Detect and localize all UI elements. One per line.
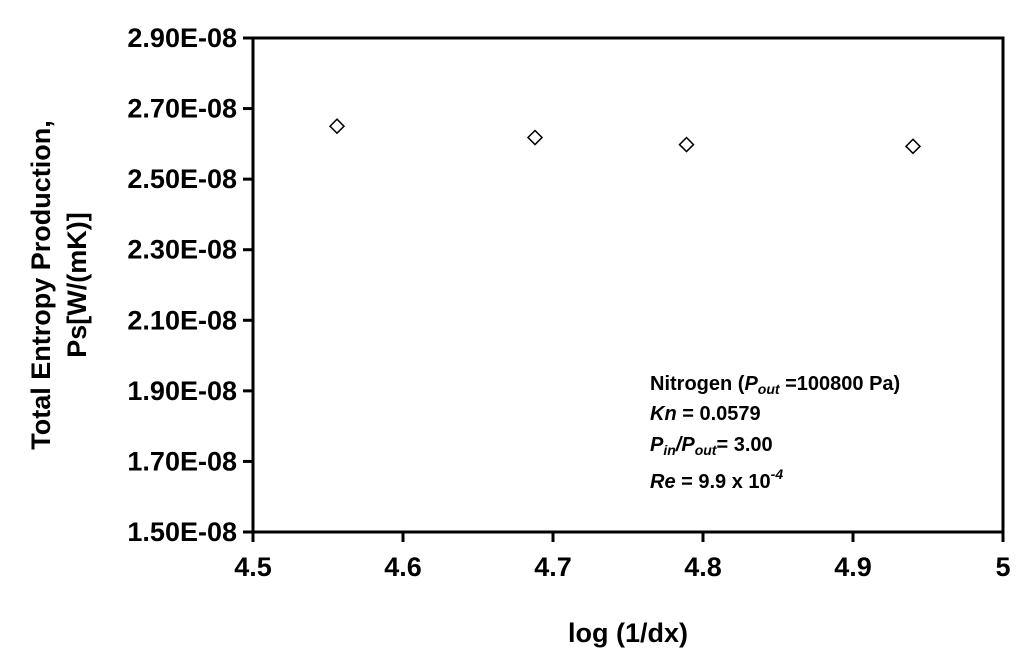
x-tick-label: 4.7 xyxy=(534,552,572,582)
x-tick-label: 5 xyxy=(995,552,1010,582)
x-tick-label: 4.6 xyxy=(384,552,422,582)
y-tick-label: 2.30E-08 xyxy=(127,235,237,265)
plot-area xyxy=(251,36,1005,534)
data-points xyxy=(328,118,922,155)
y-tick-label: 1.70E-08 xyxy=(127,446,237,476)
y-axis-title-line1: Total Entropy Production, xyxy=(26,120,56,449)
y-tick-label: 1.90E-08 xyxy=(127,376,237,406)
data-point xyxy=(328,118,346,135)
x-axis: 4.5 4.6 4.7 4.8 4.9 5 xyxy=(234,532,1011,582)
annotation-line-1: Nitrogen (Pout =100800 Pa) xyxy=(650,373,900,397)
y-tick-label: 2.50E-08 xyxy=(127,164,237,194)
data-point xyxy=(678,136,695,153)
annotation-box: Nitrogen (Pout =100800 Pa) Kn = 0.0579 P… xyxy=(650,373,900,493)
data-point xyxy=(904,138,922,155)
y-tick-label: 2.70E-08 xyxy=(127,94,237,124)
x-tick-label: 4.8 xyxy=(684,552,722,582)
y-tick-label: 2.90E-08 xyxy=(127,23,237,53)
annotation-line-4: Re = 9.9 x 10-4 xyxy=(650,466,783,493)
x-axis-title: log (1/dx) xyxy=(568,618,688,648)
annotation-line-2: Kn = 0.0579 xyxy=(650,403,761,425)
y-axis: 1.50E-08 1.70E-08 1.90E-08 2.10E-08 2.30E-08… xyxy=(127,23,253,547)
x-tick-label: 4.5 xyxy=(234,552,272,582)
y-axis-title-line2: Ps[W/(mK)] xyxy=(62,212,92,357)
x-tick-label: 4.9 xyxy=(834,552,872,582)
annotation-line-3: Pin/Pout= 3.00 xyxy=(650,434,773,458)
y-tick-label: 1.50E-08 xyxy=(127,517,237,547)
y-tick-label: 2.10E-08 xyxy=(127,305,237,335)
data-point xyxy=(526,129,544,146)
